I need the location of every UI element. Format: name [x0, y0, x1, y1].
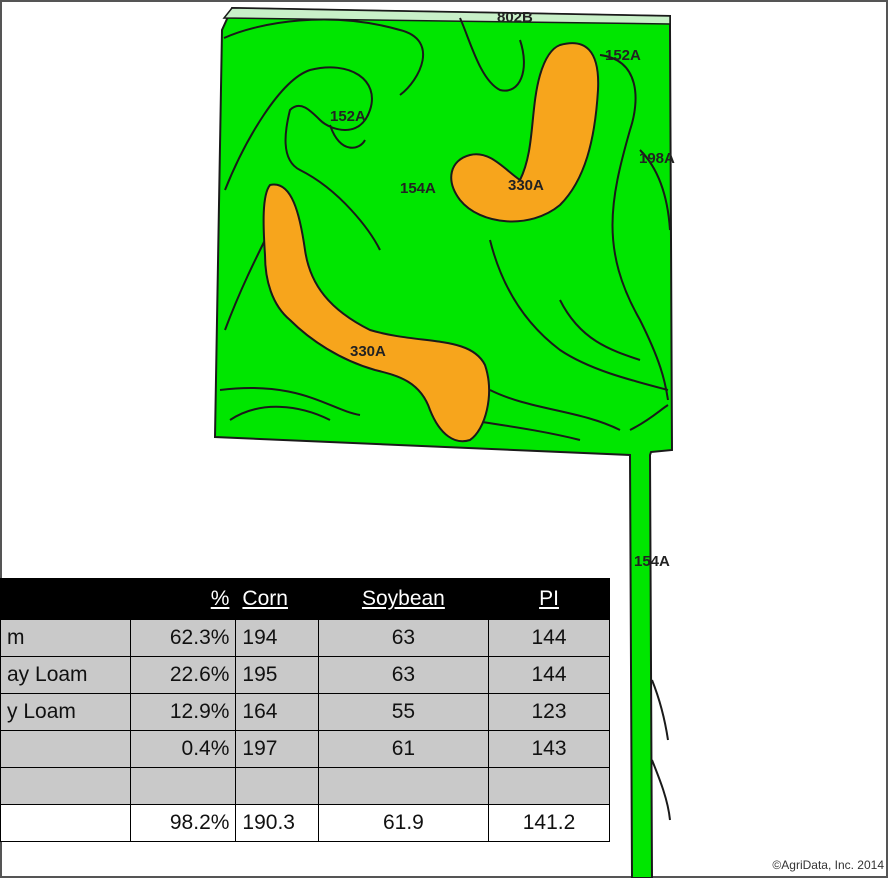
cell-soybean: 61.9: [317, 804, 490, 842]
label-154a-strip: 154A: [634, 553, 670, 570]
cell-pi: 143: [488, 730, 610, 768]
cell-percent: 0.4%: [129, 730, 237, 768]
table-average-row: 98.2% 190.3 61.9 141.2: [0, 804, 610, 842]
label-802b: 802B: [497, 9, 533, 26]
field-boundary: [213, 6, 674, 878]
label-330a-north: 330A: [508, 177, 544, 194]
cell-corn: 190.3: [235, 804, 319, 842]
table-row: [0, 767, 610, 805]
cell-soybean: [317, 767, 490, 805]
cell-soil-name: ay Loam: [0, 656, 131, 694]
zone-330a-south: [262, 183, 491, 443]
cell-corn: 194: [235, 619, 319, 657]
cell-percent: 22.6%: [129, 656, 237, 694]
cell-soybean: 55: [317, 693, 490, 731]
cell-soybean: 61: [317, 730, 490, 768]
cell-soybean: 63: [317, 619, 490, 657]
header-corn: Corn: [235, 578, 319, 620]
table-row: ay Loam 22.6% 195 63 144: [0, 656, 610, 694]
zone-330a-north: [450, 42, 600, 223]
cell-pi: 141.2: [488, 804, 610, 842]
cell-corn: 197: [235, 730, 319, 768]
cell-percent: 62.3%: [129, 619, 237, 657]
cell-pi: 123: [488, 693, 610, 731]
copyright-credit: ©AgriData, Inc. 2014: [772, 858, 884, 872]
header-soil-name: [0, 578, 131, 620]
cell-soil-name: [0, 767, 131, 805]
cell-soil-name: [0, 730, 131, 768]
cell-percent: [129, 767, 237, 805]
label-152a-ne: 152A: [605, 47, 641, 64]
table-row: y Loam 12.9% 164 55 123: [0, 693, 610, 731]
cell-percent: 12.9%: [129, 693, 237, 731]
table-header-row: % Corn Soybean PI: [0, 578, 610, 620]
label-152a-center: 152A: [330, 108, 366, 125]
label-154a-center: 154A: [400, 180, 436, 197]
label-198a: 198A: [639, 150, 675, 167]
cell-percent: 98.2%: [129, 804, 237, 842]
cell-corn: 195: [235, 656, 319, 694]
cell-pi: 144: [488, 619, 610, 657]
cell-corn: [235, 767, 319, 805]
soil-productivity-table: % Corn Soybean PI m 62.3% 194 63 144 ay …: [0, 578, 610, 842]
table-row: m 62.3% 194 63 144: [0, 619, 610, 657]
header-soybean: Soybean: [317, 578, 490, 620]
cell-soybean: 63: [317, 656, 490, 694]
cell-corn: 164: [235, 693, 319, 731]
cell-soil-name: y Loam: [0, 693, 131, 731]
header-pi: PI: [488, 578, 610, 620]
cell-pi: 144: [488, 656, 610, 694]
cell-soil-name: [0, 804, 131, 842]
zone-802b-strip: [222, 7, 671, 25]
cell-pi: [488, 767, 610, 805]
cell-soil-name: m: [0, 619, 131, 657]
table-row: 0.4% 197 61 143: [0, 730, 610, 768]
header-percent: %: [129, 578, 237, 620]
label-330a-south: 330A: [350, 343, 386, 360]
soil-boundaries: [219, 17, 671, 821]
